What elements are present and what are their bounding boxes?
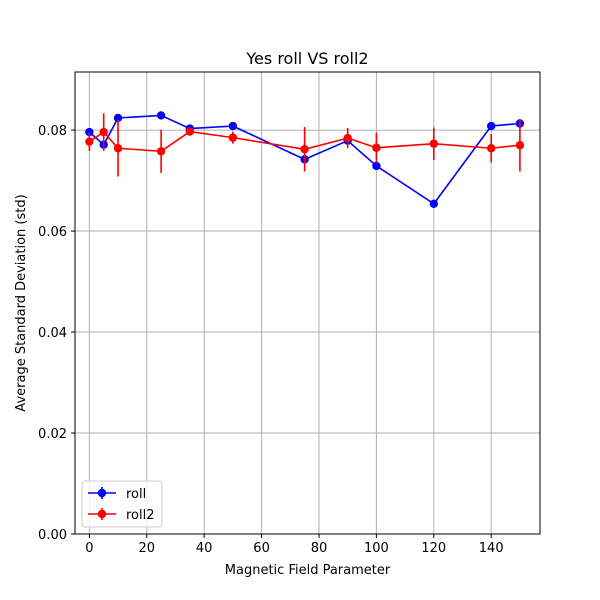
data-point <box>113 144 123 153</box>
legend-item-roll2: roll2 <box>88 508 155 523</box>
data-point <box>99 127 108 137</box>
x-tick-label: 40 <box>196 541 213 556</box>
data-point <box>156 147 166 156</box>
data-point <box>515 141 525 150</box>
data-point <box>343 133 352 143</box>
data-point <box>429 139 438 148</box>
data-point <box>85 137 94 146</box>
x-tick-label: 140 <box>479 541 504 556</box>
data-point <box>429 199 438 208</box>
y-tick-label: 0.08 <box>38 124 67 139</box>
x-tick-label: 0 <box>85 541 93 556</box>
x-tick-label: 80 <box>311 541 328 556</box>
legend-label: roll <box>126 487 146 502</box>
chart-title: Yes roll VS roll2 <box>245 49 368 68</box>
x-axis-label: Magnetic Field Parameter <box>225 563 391 578</box>
data-point <box>156 111 166 120</box>
data-point <box>113 113 123 123</box>
legend-item-roll: roll <box>88 487 146 502</box>
legend-marker <box>97 488 107 498</box>
y-tick-label: 0.02 <box>38 427 67 442</box>
x-tick-label: 120 <box>421 541 446 556</box>
y-tick-label: 0.04 <box>38 326 67 341</box>
y-tick-label: 0.00 <box>38 528 67 543</box>
data-point <box>228 133 238 142</box>
plot-area-frame <box>74 71 541 535</box>
y-tick-label: 0.06 <box>38 225 67 240</box>
data-point <box>185 127 195 136</box>
data-point <box>300 145 309 154</box>
data-point <box>372 161 381 171</box>
data-point <box>372 143 381 152</box>
series-layer <box>85 111 525 208</box>
y-axis-label: Average Standard Deviation (std) <box>14 194 29 411</box>
data-point <box>487 144 496 153</box>
series-roll2 <box>85 113 525 177</box>
data-point <box>228 121 238 131</box>
data-point <box>487 121 496 131</box>
legend: roll roll2 <box>81 480 163 528</box>
x-tick-label: 100 <box>364 541 389 556</box>
x-tick-label: 20 <box>138 541 155 556</box>
legend-marker <box>97 509 107 519</box>
x-tick-label: 60 <box>253 541 270 556</box>
legend-label: roll2 <box>126 508 155 523</box>
data-point <box>85 127 94 137</box>
axis-ticks: 0 20 40 60 80 100 120 140 0.00 0.02 0.04 0.06 0.08 <box>38 124 504 556</box>
